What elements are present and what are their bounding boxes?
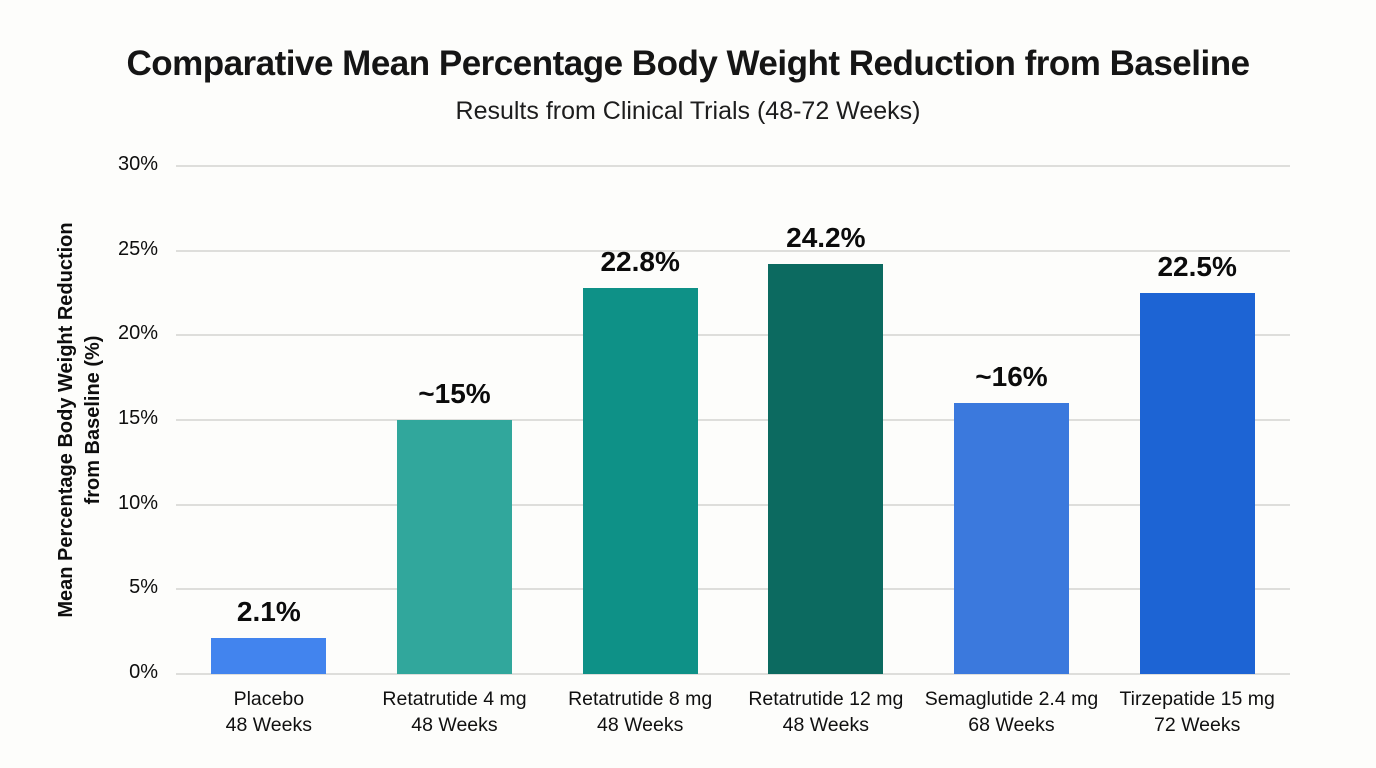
y-tick-label: 15% bbox=[117, 407, 158, 429]
bar-2 bbox=[582, 287, 698, 674]
gridline-5% bbox=[176, 588, 1290, 591]
x-category-label: Placebo 48 Weeks bbox=[225, 688, 312, 736]
gridline-20% bbox=[176, 334, 1290, 337]
x-category-label: Semaglutide 2.4 mg 68 Weeks bbox=[924, 688, 1099, 736]
y-tick-label: 25% bbox=[117, 237, 158, 260]
x-category-label: Retatrutide 12 mg 48 Weeks bbox=[748, 688, 904, 736]
bar-value-label: ~16% bbox=[975, 361, 1048, 393]
gridline-25% bbox=[176, 249, 1290, 252]
bar-value-label: 2.1% bbox=[236, 596, 301, 628]
x-category-label: Retatrutide 8 mg 48 Weeks bbox=[568, 688, 713, 736]
gridline-10% bbox=[176, 503, 1290, 506]
x-category-label: Retatrutide 4 mg 48 Weeks bbox=[382, 688, 527, 736]
bar-value-label: 22.8% bbox=[600, 245, 680, 277]
bar-1 bbox=[397, 420, 512, 674]
gridline-15% bbox=[176, 419, 1290, 421]
y-tick-label: 30% bbox=[117, 153, 158, 175]
bar-value-label: 22.5% bbox=[1157, 251, 1237, 282]
y-tick-label: 0% bbox=[129, 661, 158, 683]
bar-5 bbox=[1139, 293, 1255, 674]
y-tick-label: 10% bbox=[117, 491, 158, 514]
bar-3 bbox=[768, 264, 884, 674]
bar-value-label: 24.2% bbox=[786, 222, 866, 254]
y-tick-label: 20% bbox=[117, 322, 158, 345]
bar-4 bbox=[954, 403, 1069, 674]
gridline-0% bbox=[176, 673, 1290, 675]
chart-subtitle: Results from Clinical Trials (48-72 Week… bbox=[455, 97, 921, 125]
gridline-30% bbox=[176, 165, 1290, 167]
bar-value-label: ~15% bbox=[418, 378, 491, 409]
x-category-label: Tirzepatide 15 mg 72 Weeks bbox=[1119, 688, 1275, 736]
chart-title: Comparative Mean Percentage Body Weight … bbox=[126, 44, 1250, 83]
y-tick-label: 5% bbox=[129, 576, 158, 599]
bar-0 bbox=[211, 638, 327, 674]
